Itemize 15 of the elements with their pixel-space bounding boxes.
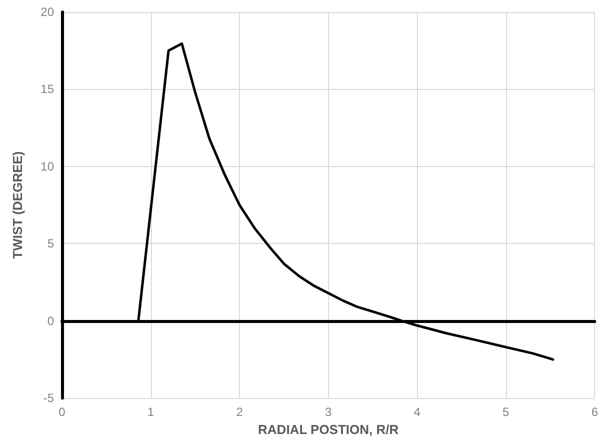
y-tick-label: 15 [40,82,54,96]
y-axis-title: TWIST (DEGREE) [10,151,25,259]
x-tick-label: 3 [324,405,332,420]
y-tick-label: 0 [47,314,54,328]
y-tick-label: 20 [40,5,54,19]
x-tick-label: 4 [414,405,421,420]
y-tick-label: 10 [40,159,54,174]
y-tick-label: 5 [47,236,54,251]
x-axis-title: RADIAL POSTION, R/R [258,422,400,437]
x-tick-label: 5 [502,405,510,420]
y-tick-label: -5 [43,391,54,406]
x-tick-label: 2 [236,405,244,420]
x-tick-label: 0 [58,405,66,420]
x-tick-label: 1 [147,405,154,420]
x-tick-label: 6 [591,405,598,420]
